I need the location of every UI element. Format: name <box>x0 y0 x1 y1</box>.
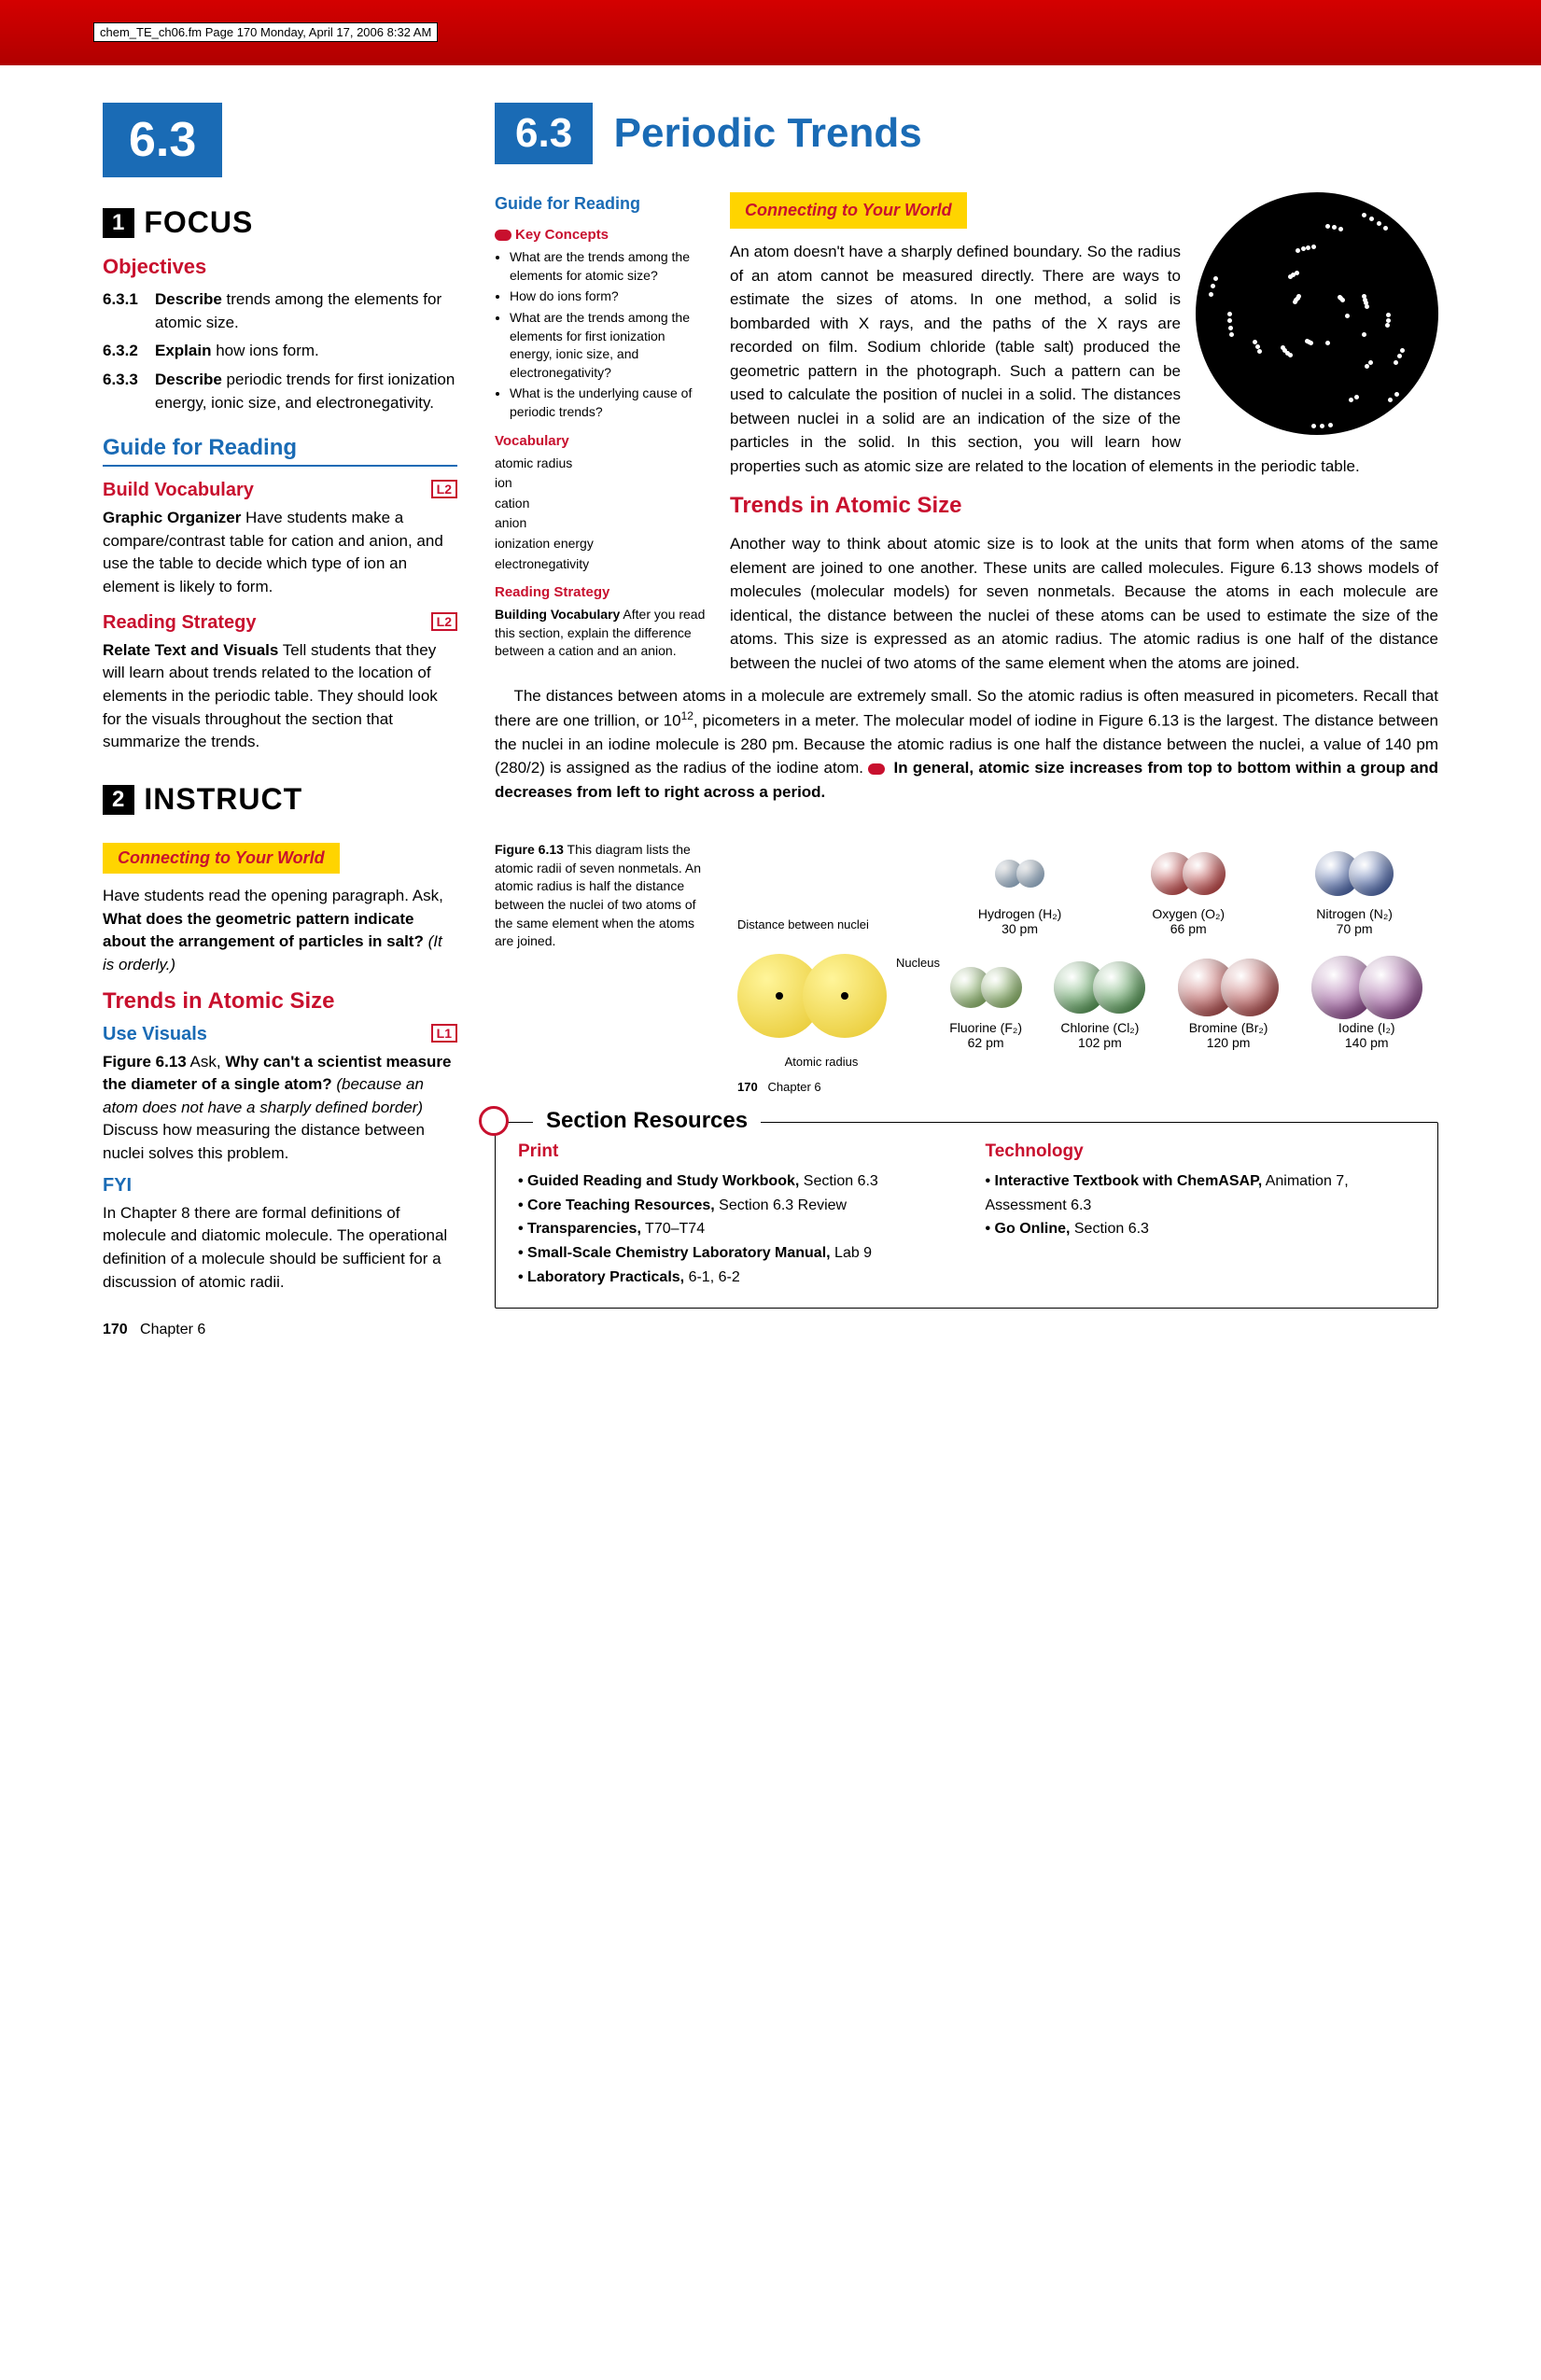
teacher-column: 6.3 1 FOCUS Objectives 6.3.1Describe tren… <box>103 103 457 1338</box>
reading-strategy-title: Reading Strategy L2 <box>103 612 457 634</box>
outer-page-footer: 170 Chapter 6 <box>103 1322 457 1338</box>
section-title: Periodic Trends <box>614 110 922 157</box>
focus-label: FOCUS <box>144 205 253 239</box>
tech-resources: Technology Interactive Textbook with Che… <box>986 1141 1416 1289</box>
resources-title: Section Resources <box>533 1108 761 1134</box>
molecule: Chlorine (Cl₂)102 pm <box>1054 955 1145 1050</box>
focus-number: 1 <box>103 208 134 238</box>
instruct-number: 2 <box>103 785 134 815</box>
vocab-label: Graphic Organizer <box>103 509 241 526</box>
guide-for-reading-title: Guide for Reading <box>103 435 457 467</box>
nucleus-diagram: Distance between nuclei Nucleus Atomic r… <box>737 917 905 1069</box>
instruct-heading: 2 INSTRUCT <box>103 782 457 817</box>
intro-block: Guide for Reading Key Concepts What are … <box>495 192 1438 813</box>
vocab-text: Graphic Organizer Have students make a c… <box>103 507 457 599</box>
strategy-level-badge: L2 <box>431 612 457 631</box>
header-banner: chem_TE_ch06.fm Page 170 Monday, April 1… <box>0 0 1541 65</box>
resource-item: Laboratory Practicals, 6-1, 6-2 <box>518 1266 948 1290</box>
key-concepts-title: Key Concepts <box>495 225 709 245</box>
vocab-item: anion <box>495 514 709 533</box>
vocab-item: ion <box>495 474 709 493</box>
vocab-list: atomic radiusion cationanion ionization en… <box>495 455 709 574</box>
resource-item: Go Online, Section 6.3 <box>986 1217 1416 1241</box>
molecule-row-2: Fluorine (F₂)62 pm Chlorine (Cl₂)102 pm … <box>933 955 1438 1050</box>
fyi-text: In Chapter 8 there are formal definition… <box>103 1202 457 1295</box>
section-resources: Section Resources Print Guided Reading a… <box>495 1122 1438 1309</box>
key-icon <box>495 230 511 241</box>
molecule: Hydrogen (H₂)30 pm <box>978 841 1061 936</box>
clock-icon <box>479 1106 509 1136</box>
key-concept-item: What are the trends among the elements f… <box>510 309 709 382</box>
figure-6-13: Figure 6.13 This diagram lists the atomi… <box>495 841 1438 1094</box>
objective-item: 6.3.2Explain how ions form. <box>103 340 457 363</box>
strategy-text-sidebar: Building Vocabulary After you read this … <box>495 606 709 661</box>
molecule-row-1: Hydrogen (H₂)30 pm Oxygen (O₂)66 pm Nitr… <box>933 841 1438 936</box>
use-visuals-text: Figure 6.13 Ask, Why can't a scientist m… <box>103 1051 457 1166</box>
figure-caption: Figure 6.13 This diagram lists the atomi… <box>495 841 709 1094</box>
objectives-title: Objectives <box>103 255 457 279</box>
molecule: Iodine (I₂)140 pm <box>1311 955 1422 1050</box>
strategy-text: Relate Text and Visuals Tell students th… <box>103 639 457 754</box>
xray-photo <box>1196 192 1438 435</box>
inner-page-footer: 170 Chapter 6 <box>737 1080 1438 1094</box>
build-vocab-title: Build Vocabulary L2 <box>103 480 457 501</box>
print-mark: chem_TE_ch06.fm Page 170 Monday, April 1… <box>93 22 438 42</box>
connect-bar-right: Connecting to Your World <box>730 192 967 229</box>
resource-item: Guided Reading and Study Workbook, Secti… <box>518 1169 948 1194</box>
resource-item: Small-Scale Chemistry Laboratory Manual,… <box>518 1241 948 1266</box>
section-badge-left: 6.3 <box>103 103 222 177</box>
resource-item: Core Teaching Resources, Section 6.3 Rev… <box>518 1194 948 1218</box>
print-resources: Print Guided Reading and Study Workbook,… <box>518 1141 948 1289</box>
key-concepts-list: What are the trends among the elements f… <box>495 248 709 421</box>
section-title-row: 6.3 Periodic Trends <box>495 103 1438 164</box>
molecule: Nitrogen (N₂)70 pm <box>1315 841 1394 936</box>
focus-heading: 1 FOCUS <box>103 205 457 240</box>
guide-sidebar: Guide for Reading Key Concepts What are … <box>495 192 709 661</box>
objective-item: 6.3.3Describe periodic trends for first … <box>103 369 457 414</box>
resource-item: Interactive Textbook with ChemASAP, Anim… <box>986 1169 1416 1217</box>
use-visuals-badge: L1 <box>431 1024 457 1043</box>
molecule: Oxygen (O₂)66 pm <box>1151 841 1226 936</box>
vocab-item: atomic radius <box>495 455 709 473</box>
vocab-item: electronegativity <box>495 555 709 574</box>
connect-text: Have students read the opening paragraph… <box>103 885 457 977</box>
objectives-list: 6.3.1Describe trends among the elements … <box>103 288 457 414</box>
strategy-label: Relate Text and Visuals <box>103 641 278 659</box>
molecule: Bromine (Br₂)120 pm <box>1178 955 1280 1050</box>
strategy-title-sidebar: Reading Strategy <box>495 582 709 602</box>
page: chem_TE_ch06.fm Page 170 Monday, April 1… <box>0 0 1541 1450</box>
trends-title-left: Trends in Atomic Size <box>103 988 457 1015</box>
molecule: Fluorine (F₂)62 pm <box>949 955 1022 1050</box>
key-concept-item: What is the underlying cause of periodic… <box>510 385 709 421</box>
objective-item: 6.3.1Describe trends among the elements … <box>103 288 457 334</box>
vocab-item: cation <box>495 495 709 513</box>
student-column: 6.3 Periodic Trends Guide for Reading Ke… <box>495 103 1438 1338</box>
fyi-title: FYI <box>103 1175 457 1197</box>
vocab-title-sidebar: Vocabulary <box>495 431 709 451</box>
use-visuals-title: Use Visuals L1 <box>103 1024 457 1045</box>
instruct-label: INSTRUCT <box>144 782 302 816</box>
key-concept-item: What are the trends among the elements f… <box>510 248 709 285</box>
vocab-level-badge: L2 <box>431 480 457 498</box>
key-icon-inline <box>868 763 885 775</box>
key-concept-item: How do ions form? <box>510 287 709 306</box>
trends-p2: The distances between atoms in a molecul… <box>495 684 1438 804</box>
vocab-item: ionization energy <box>495 535 709 553</box>
resource-item: Transparencies, T70–T74 <box>518 1217 948 1241</box>
content-area: 6.3 1 FOCUS Objectives 6.3.1Describe tren… <box>0 103 1541 1338</box>
guide-title: Guide for Reading <box>495 192 709 216</box>
section-badge-right: 6.3 <box>495 103 593 164</box>
molecule-grid: Distance between nuclei Nucleus Atomic r… <box>737 841 1438 1094</box>
connect-bar-left: Connecting to Your World <box>103 843 340 874</box>
